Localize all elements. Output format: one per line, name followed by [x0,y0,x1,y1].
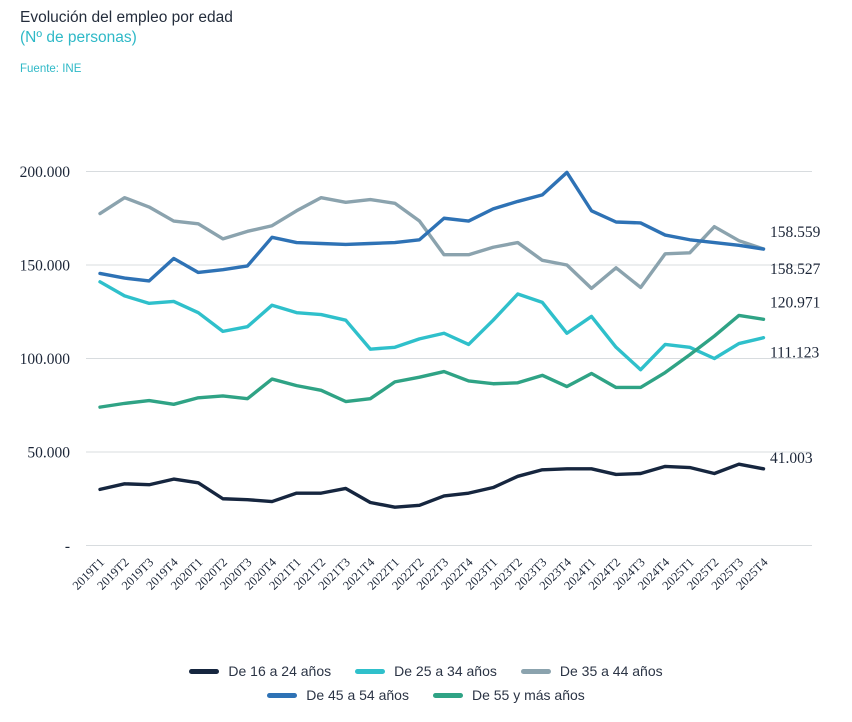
series-line [98,313,766,409]
legend-label: De 45 a 54 años [306,687,409,703]
series-line [98,170,766,283]
legend-swatch-icon [432,692,463,698]
chart-area: -50.000 100.000 150.000 200.000 2019T1 2019T2… [20,164,821,593]
chart-subtitle: (Nº de personas) [20,29,137,46]
y-axis-tick-label: 50.000 [27,445,70,462]
legend-swatch-icon [267,692,298,698]
legend-label: De 16 a 24 años [228,663,332,679]
legend-item: De 16 a 24 años [189,663,331,679]
series-end-value-label: 111.123 [770,345,819,362]
series-end-value-label: 158.527 [770,261,821,278]
series-line [98,280,766,372]
y-axis-tick-label: 200.000 [20,164,71,181]
legend-item: De 35 a 44 años [520,663,663,679]
legend-swatch-icon [189,668,220,674]
source-label: Fuente: INE [20,63,82,75]
y-axis-tick-label: 100.000 [20,351,71,368]
series-end-value-label: 120.971 [770,294,820,311]
series-end-value-label: 158.559 [770,224,821,241]
y-axis-tick-label: 150.000 [20,258,71,275]
legend-item: De 45 a 54 años [267,687,409,703]
legend-label: De 55 y más años [471,687,585,703]
series-line [98,462,766,509]
legend-label: De 25 a 34 años [394,663,497,679]
legend-row: De 45 a 54 años De 55 y más años [267,687,585,703]
legend-item: De 25 a 34 años [355,663,497,679]
legend-swatch-icon [520,668,551,674]
y-axis-tick-label: - [65,538,70,555]
series-end-value-label: 41.003 [770,450,813,467]
legend-row: De 16 a 24 años De 25 a 34 años De 35 a 44… [189,663,663,679]
page-title: Evolución del empleo por edad [20,9,233,26]
chart-legend: De 16 a 24 años De 25 a 34 años De 35 a 44… [0,663,852,703]
employment-chart-svg: -50.000100.000150.000200.0002019T12019T2… [20,164,821,593]
series-line [98,195,766,291]
legend-swatch-icon [355,668,386,674]
legend-label: De 35 a 44 años [559,663,663,679]
legend-item: De 55 y más años [432,687,585,703]
